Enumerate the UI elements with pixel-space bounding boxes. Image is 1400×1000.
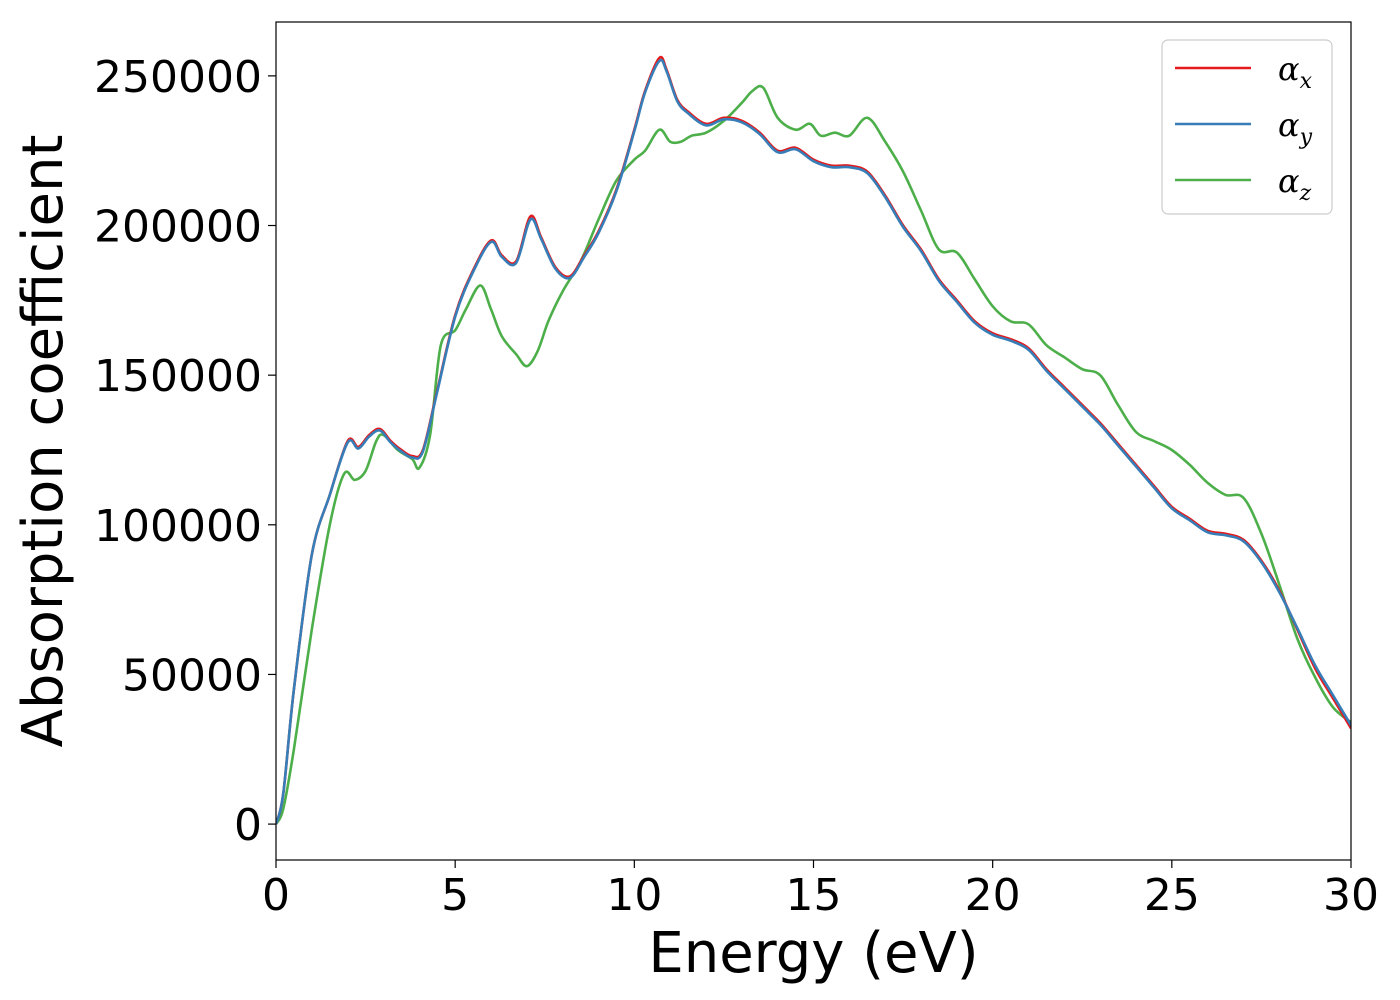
legend-label-symbol: α	[1278, 50, 1300, 88]
legend-box	[1161, 39, 1333, 215]
x-tick-label: 25	[1144, 870, 1200, 921]
y-tick-label: 150000	[94, 351, 262, 402]
y-tick-label: 200000	[94, 202, 262, 253]
legend-label-subscript: z	[1299, 181, 1312, 206]
legend-label: αx	[1278, 50, 1313, 94]
legend-label-subscript: x	[1300, 69, 1313, 94]
legend-label: αz	[1278, 162, 1312, 206]
legend-item-alpha-z: αz	[1175, 162, 1312, 206]
x-axis: 0 5 10 15 20 25 30	[262, 860, 1379, 921]
y-tick-label: 100000	[94, 501, 262, 552]
y-tick-label: 50000	[122, 650, 262, 701]
x-tick-label: 15	[786, 870, 842, 921]
y-axis-label: Absorption coefficient	[11, 135, 76, 748]
legend-item-alpha-y: αy	[1175, 106, 1313, 150]
series-layer	[276, 55, 1351, 825]
legend-label-subscript: y	[1299, 125, 1313, 150]
x-axis-label: Energy (eV)	[648, 921, 978, 986]
series-line-alpha-z	[276, 84, 1351, 825]
series-line-alpha-y	[276, 58, 1351, 825]
x-tick-label: 20	[965, 870, 1021, 921]
legend-label: αy	[1278, 106, 1313, 150]
legend-item-alpha-x: αx	[1175, 50, 1313, 94]
legend-label-symbol: α	[1278, 162, 1300, 200]
x-tick-label: 30	[1323, 870, 1379, 921]
y-tick-label: 0	[234, 800, 262, 851]
y-tick-label: 250000	[94, 52, 262, 103]
legend-label-symbol: α	[1278, 106, 1300, 144]
y-axis: 0 50000 100000 150000 200000 250000	[94, 52, 276, 851]
x-tick-label: 0	[262, 870, 290, 921]
x-tick-label: 5	[441, 870, 469, 921]
x-tick-label: 10	[606, 870, 662, 921]
